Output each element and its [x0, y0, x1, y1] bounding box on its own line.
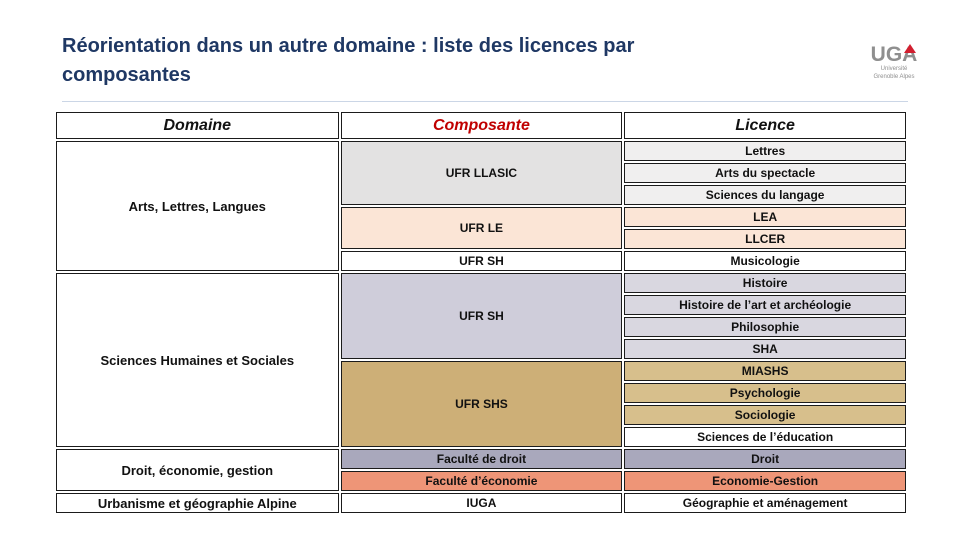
licence-cell: Sciences de l’éducation	[624, 427, 906, 447]
table-header-composante: Composante	[340, 112, 623, 139]
licence-cell: LLCER	[624, 229, 906, 249]
composante-cell: Faculté de droit	[340, 449, 623, 469]
licence-cell: MIASHS	[624, 361, 906, 381]
title-divider	[62, 101, 908, 102]
table-row: SHA	[56, 339, 906, 359]
licences-table: Domaine Composante Licence Arts, Lettres…	[54, 110, 908, 515]
table-row: Sciences de l’éducation	[56, 427, 906, 447]
composante-cell: UFR LE	[340, 207, 623, 249]
licence-cell: Lettres	[624, 141, 906, 161]
table-row: UFR SHS MIASHS	[56, 361, 906, 447]
licence-cell: Histoire	[624, 273, 906, 293]
table-row: Arts, Lettres, Langues UFR LLASIC Lettre…	[56, 141, 906, 271]
table-row: LLCER	[56, 229, 906, 249]
composante-cell: UFR LLASIC	[340, 141, 623, 205]
uga-logo: UGA Université Grenoble Alpes	[871, 43, 918, 80]
licence-cell: Sociologie	[624, 405, 906, 425]
uga-logo-name-line1: Université	[881, 66, 908, 72]
uga-logo-red-triangle-icon	[904, 44, 916, 53]
licence-cell: SHA	[624, 339, 906, 359]
table-row: UFR LE LEA	[56, 207, 906, 249]
table-row: Sociologie	[56, 405, 906, 425]
table-row: Faculté d’économie Economie-Gestion	[56, 471, 906, 491]
licence-cell: Psychologie	[624, 383, 906, 403]
domaine-cell: Arts, Lettres, Langues	[56, 141, 339, 271]
composante-cell: IUGA	[340, 493, 623, 513]
uga-logo-acronym: UGA	[871, 43, 918, 66]
uga-logo-name-line2: Grenoble Alpes	[873, 74, 914, 80]
table-header-licence: Licence	[624, 112, 906, 139]
composante-cell: UFR SHS	[340, 361, 623, 447]
licence-cell: Arts du spectacle	[624, 163, 906, 183]
table-row: Sciences Humaines et Sociales UFR SH His…	[56, 273, 906, 447]
domaine-cell: Droit, économie, gestion	[56, 449, 339, 491]
composante-cell: UFR SH	[340, 273, 623, 359]
licence-cell: Sciences du langage	[624, 185, 906, 205]
domaine-cell: Urbanisme et géographie Alpine	[56, 493, 339, 513]
table-row: Sciences du langage	[56, 185, 906, 205]
licence-cell: Economie-Gestion	[624, 471, 906, 491]
licence-cell: Philosophie	[624, 317, 906, 337]
composante-cell: UFR SH	[340, 251, 623, 271]
slide-title-line2: composantes	[62, 64, 191, 86]
licence-cell: Géographie et aménagement	[624, 493, 906, 513]
table-row: Urbanisme et géographie Alpine IUGA Géog…	[56, 493, 906, 513]
table-row: Arts du spectacle	[56, 163, 906, 183]
table-row: Droit, économie, gestion Faculté de droi…	[56, 449, 906, 491]
licences-table-container: Domaine Composante Licence Arts, Lettres…	[54, 110, 908, 515]
licence-cell: Musicologie	[624, 251, 906, 271]
table-row: UFR SH Musicologie	[56, 251, 906, 271]
table-row: Philosophie	[56, 317, 906, 337]
table-row: Psychologie	[56, 383, 906, 403]
composante-cell: Faculté d’économie	[340, 471, 623, 491]
licence-cell: Droit	[624, 449, 906, 469]
domaine-cell: Sciences Humaines et Sociales	[56, 273, 339, 447]
table-header-domaine: Domaine	[56, 112, 339, 139]
slide-title-line1: Réorientation dans un autre domaine : li…	[62, 35, 635, 57]
licence-cell: LEA	[624, 207, 906, 227]
slide-title: Réorientation dans un autre domaine : li…	[62, 32, 842, 90]
table-header-row: Domaine Composante Licence	[56, 112, 906, 139]
table-row: Histoire de l’art et archéologie	[56, 295, 906, 315]
licence-cell: Histoire de l’art et archéologie	[624, 295, 906, 315]
